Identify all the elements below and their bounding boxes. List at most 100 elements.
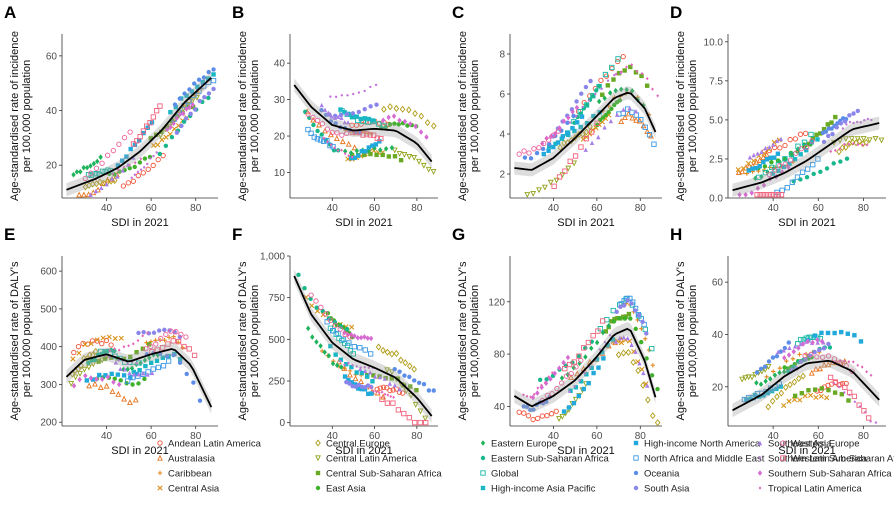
data-point bbox=[791, 397, 798, 403]
confidence-band bbox=[294, 269, 432, 423]
data-point bbox=[610, 337, 615, 342]
data-point bbox=[378, 147, 383, 153]
data-point bbox=[134, 138, 140, 144]
data-point bbox=[851, 111, 856, 116]
data-point bbox=[206, 95, 211, 101]
data-point bbox=[105, 152, 111, 158]
data-point bbox=[121, 395, 128, 402]
data-point bbox=[621, 303, 627, 308]
data-point bbox=[160, 355, 165, 360]
data-point bbox=[412, 378, 417, 383]
data-point bbox=[578, 144, 584, 150]
data-point bbox=[384, 367, 391, 374]
x-tick-label: 60 bbox=[146, 203, 158, 214]
data-point bbox=[342, 120, 347, 125]
data-point bbox=[769, 192, 775, 198]
data-point bbox=[367, 366, 371, 369]
data-point bbox=[535, 390, 540, 396]
data-point bbox=[597, 83, 602, 89]
data-point bbox=[392, 154, 398, 159]
data-point bbox=[758, 366, 764, 372]
data-point bbox=[350, 155, 354, 159]
data-point bbox=[609, 64, 615, 71]
data-point bbox=[384, 348, 391, 356]
data-point bbox=[815, 340, 820, 345]
data-point bbox=[779, 187, 785, 193]
data-point bbox=[856, 363, 860, 367]
legend-marker bbox=[480, 455, 486, 461]
data-point bbox=[619, 70, 623, 74]
data-point bbox=[314, 136, 321, 142]
y-axis-label-line: per 100,000 population bbox=[21, 285, 33, 398]
data-point bbox=[781, 348, 786, 353]
data-point bbox=[151, 330, 157, 335]
data-point bbox=[609, 106, 614, 112]
data-point bbox=[586, 380, 591, 386]
data-point bbox=[191, 352, 198, 359]
data-point bbox=[99, 340, 105, 347]
data-point bbox=[172, 102, 178, 107]
data-point bbox=[767, 144, 772, 150]
data-point bbox=[162, 337, 167, 343]
data-point bbox=[318, 343, 323, 349]
data-point bbox=[374, 102, 379, 107]
data-point bbox=[135, 173, 141, 179]
data-point bbox=[574, 99, 579, 104]
data-point bbox=[431, 388, 436, 393]
data-point bbox=[138, 360, 143, 366]
y-axis-label: Age-standardised rate of incidenceper 10… bbox=[9, 31, 33, 201]
data-point bbox=[380, 384, 387, 390]
data-point bbox=[115, 163, 121, 168]
data-point bbox=[772, 372, 778, 378]
data-point bbox=[78, 168, 83, 175]
data-point bbox=[574, 104, 580, 111]
data-point bbox=[358, 378, 364, 385]
data-point bbox=[613, 73, 616, 77]
data-point bbox=[372, 389, 375, 393]
data-point bbox=[811, 171, 816, 177]
data-point bbox=[311, 134, 317, 140]
data-point bbox=[562, 168, 568, 174]
data-point bbox=[423, 419, 429, 426]
data-point bbox=[575, 120, 580, 125]
data-point bbox=[630, 88, 635, 94]
data-point bbox=[324, 126, 331, 132]
legend-label: Global bbox=[491, 469, 518, 480]
data-point bbox=[106, 334, 112, 340]
data-point bbox=[136, 170, 140, 174]
data-point bbox=[365, 335, 370, 341]
data-point bbox=[751, 158, 757, 164]
data-point bbox=[140, 371, 146, 376]
legend-label: Southeast Asia bbox=[768, 439, 832, 450]
data-point bbox=[99, 160, 105, 166]
x-tick-label: 60 bbox=[369, 431, 381, 442]
data-point bbox=[629, 301, 634, 306]
data-point bbox=[302, 285, 307, 291]
data-point bbox=[800, 372, 806, 380]
data-point bbox=[583, 147, 588, 152]
data-point bbox=[335, 114, 341, 120]
data-point bbox=[568, 370, 574, 377]
data-point bbox=[77, 371, 83, 377]
data-point bbox=[360, 132, 366, 138]
data-point bbox=[540, 146, 546, 152]
confidence-band bbox=[732, 354, 880, 418]
data-point bbox=[854, 136, 861, 143]
data-point bbox=[870, 118, 873, 122]
data-point bbox=[308, 296, 313, 302]
data-point bbox=[397, 117, 402, 124]
x-tick-label: 40 bbox=[548, 431, 560, 442]
data-point bbox=[645, 77, 649, 81]
y-tick-label: 400 bbox=[40, 342, 57, 353]
data-point bbox=[762, 164, 768, 169]
data-point bbox=[108, 342, 114, 348]
panel-D: 40 60 80 0.0 2.5 5.0 7.5 10.0 D SDI in 2021 Age-st… bbox=[670, 3, 886, 229]
data-point bbox=[356, 386, 361, 391]
y-tick-label: 500 bbox=[40, 304, 57, 315]
data-point bbox=[146, 162, 149, 166]
data-point bbox=[865, 370, 868, 374]
data-point bbox=[339, 337, 345, 344]
data-point bbox=[815, 337, 820, 343]
data-point bbox=[339, 359, 342, 363]
data-point bbox=[845, 331, 850, 336]
